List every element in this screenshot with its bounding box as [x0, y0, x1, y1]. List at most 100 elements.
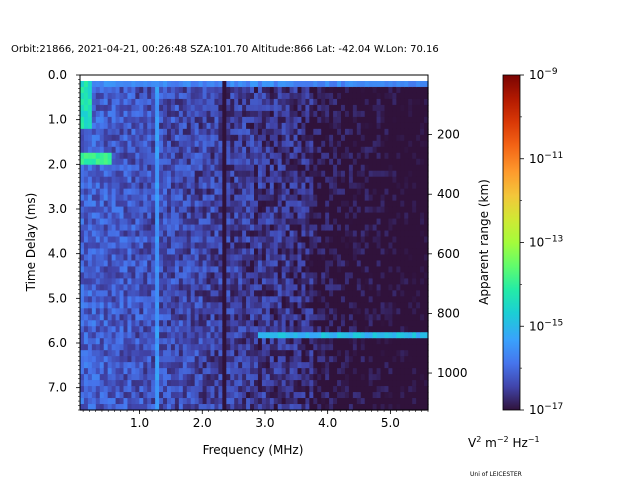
heatmap-cell	[143, 302, 148, 309]
heatmap-cell	[261, 266, 267, 274]
heatmap-cell	[143, 110, 148, 118]
heatmap-cell	[392, 266, 397, 274]
heatmap-cell	[210, 134, 216, 142]
heatmap-cell	[194, 332, 200, 339]
heatmap-cell	[356, 338, 362, 345]
heatmap-cell	[341, 362, 346, 369]
heatmap-cell	[95, 386, 101, 393]
heatmap-cell	[155, 326, 160, 333]
heatmap-cell	[313, 260, 318, 268]
heatmap-cell	[159, 194, 164, 202]
heatmap-cell	[341, 356, 346, 363]
heatmap-cell	[368, 200, 374, 208]
heatmap-cell	[344, 314, 350, 321]
heatmap-cell	[424, 200, 429, 208]
heatmap-cell	[289, 110, 295, 118]
heatmap-cell	[202, 260, 208, 268]
heatmap-cell	[119, 80, 125, 88]
heatmap-cell	[87, 128, 93, 136]
heatmap-cell	[305, 116, 310, 124]
heatmap-cell	[257, 296, 263, 303]
heatmap-cell	[376, 194, 382, 202]
heatmap-cell	[388, 158, 393, 166]
heatmap-cell	[159, 224, 164, 232]
heatmap-cell	[119, 344, 125, 351]
heatmap-cell	[404, 152, 409, 160]
heatmap-cell	[301, 218, 306, 226]
heatmap-cell	[273, 392, 279, 399]
heatmap-cell	[356, 308, 362, 315]
heatmap-cell	[297, 194, 303, 202]
heatmap-cell	[289, 356, 295, 363]
heatmap-cell	[87, 350, 93, 357]
heatmap-cell	[178, 98, 184, 106]
heatmap-cell	[147, 164, 152, 172]
heatmap-cell	[159, 122, 164, 130]
heatmap-cell	[356, 80, 362, 88]
heatmap-cell	[420, 356, 425, 363]
heatmap-cell	[313, 332, 318, 339]
heatmap-cell	[174, 116, 180, 124]
heatmap-cell	[273, 218, 279, 226]
heatmap-cell	[285, 86, 291, 94]
heatmap-cell	[87, 104, 93, 112]
heatmap-cell	[214, 152, 219, 160]
heatmap-cell	[250, 206, 255, 214]
heatmap-cell	[127, 302, 132, 309]
heatmap-cell	[396, 302, 401, 309]
heatmap-cell	[115, 164, 121, 172]
heatmap-cell	[261, 248, 267, 256]
heatmap-cell	[131, 176, 136, 184]
heatmap-cell	[206, 326, 212, 333]
heatmap-cell	[321, 302, 326, 309]
heatmap-cell	[321, 380, 326, 387]
heatmap-cell	[313, 98, 318, 106]
heatmap-cell	[396, 284, 401, 291]
heatmap-cell	[198, 128, 204, 136]
heatmap-cell	[269, 134, 275, 142]
heatmap-cell	[198, 230, 204, 238]
heatmap-cell	[111, 86, 117, 94]
heatmap-cell	[190, 278, 196, 285]
heatmap-cell	[269, 320, 275, 327]
heatmap-cell	[356, 266, 362, 274]
heatmap-cell	[202, 188, 208, 196]
heatmap-cell	[222, 332, 227, 339]
heatmap-cell	[99, 284, 105, 291]
heatmap-cell	[301, 338, 306, 345]
heatmap-cell	[372, 128, 378, 136]
heatmap-cell	[289, 206, 295, 214]
heatmap-cell	[214, 98, 219, 106]
heatmap-cell	[230, 164, 235, 172]
heatmap-cell	[182, 212, 188, 220]
heatmap-cell	[202, 338, 208, 345]
heatmap-cell	[230, 338, 235, 345]
heatmap-cell	[99, 176, 105, 184]
heatmap-cell	[309, 218, 314, 226]
heatmap-cell	[91, 248, 97, 256]
heatmap-cell	[250, 98, 255, 106]
heatmap-cell	[420, 302, 425, 309]
heatmap-cell	[238, 194, 243, 202]
heatmap-cell	[424, 110, 429, 118]
heatmap-cell	[317, 374, 322, 381]
heatmap-cell	[127, 296, 132, 303]
heatmap-cell	[206, 134, 212, 142]
heatmap-cell	[281, 302, 287, 309]
heatmap-cell	[289, 128, 295, 136]
heatmap-cell	[143, 134, 148, 142]
heatmap-cell	[80, 290, 85, 297]
heatmap-cell	[321, 266, 326, 274]
heatmap-cell	[372, 140, 378, 148]
heatmap-cell	[376, 206, 382, 214]
heatmap-cell	[87, 116, 93, 124]
heatmap-cell	[87, 386, 93, 393]
heatmap-cell	[246, 218, 251, 226]
heatmap-cell	[388, 110, 393, 118]
heatmap-cell	[131, 92, 136, 100]
heatmap-cell	[135, 236, 140, 244]
heatmap-cell	[254, 338, 259, 345]
heatmap-cell	[135, 224, 140, 232]
heatmap-cell	[269, 146, 275, 154]
heatmap-cell	[344, 242, 350, 250]
